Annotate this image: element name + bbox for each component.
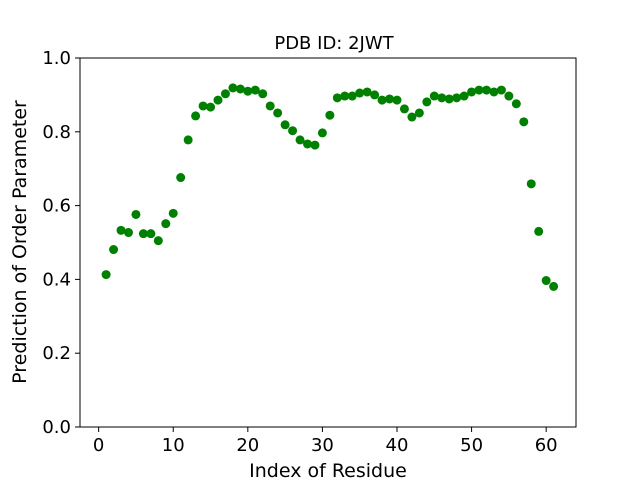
y-axis: 0.0 0.2 0.4 0.6 0.8 1.0 xyxy=(42,48,80,438)
data-point xyxy=(392,95,402,105)
data-point xyxy=(385,94,395,104)
data-point xyxy=(213,95,223,105)
data-point xyxy=(288,126,298,136)
y-tick-label: 0.2 xyxy=(42,343,71,364)
y-tick-label: 0.4 xyxy=(42,269,71,290)
data-point xyxy=(422,97,432,107)
data-point xyxy=(444,94,454,104)
x-tick-label: 20 xyxy=(236,435,259,456)
data-point xyxy=(280,120,290,130)
data-point xyxy=(161,219,171,229)
data-point xyxy=(310,140,320,150)
data-point xyxy=(474,85,484,95)
x-tick-label: 10 xyxy=(162,435,185,456)
y-tick-label: 0.8 xyxy=(42,122,71,143)
data-point xyxy=(355,88,365,98)
data-point xyxy=(541,276,551,286)
data-point xyxy=(220,89,230,99)
data-point xyxy=(489,87,499,97)
x-tick-label: 30 xyxy=(311,435,334,456)
data-point xyxy=(481,85,491,95)
x-tick-label: 50 xyxy=(460,435,483,456)
data-point xyxy=(243,86,253,96)
x-tick-label: 40 xyxy=(386,435,409,456)
data-point xyxy=(504,91,514,101)
data-point xyxy=(206,102,216,112)
data-point xyxy=(109,245,119,255)
data-point xyxy=(153,236,163,246)
x-axis-label: Index of Residue xyxy=(249,460,407,480)
data-point xyxy=(496,85,506,95)
data-point xyxy=(146,229,156,239)
data-point xyxy=(452,93,462,103)
y-tick-label: 0.0 xyxy=(42,417,71,438)
y-tick-label: 0.6 xyxy=(42,196,71,217)
data-point xyxy=(534,226,544,236)
data-point xyxy=(295,135,305,145)
x-tick-label: 60 xyxy=(535,435,558,456)
data-point xyxy=(429,91,439,101)
data-point xyxy=(123,228,133,238)
data-point xyxy=(317,128,327,138)
data-point xyxy=(377,95,387,105)
data-point xyxy=(176,173,186,183)
chart-title: PDB ID: 2JWT xyxy=(274,33,394,54)
data-point xyxy=(399,104,409,114)
data-point xyxy=(258,89,268,99)
data-point xyxy=(370,90,380,100)
x-tick-label: 0 xyxy=(93,435,104,456)
plot-area xyxy=(79,57,577,428)
data-point xyxy=(437,93,447,103)
data-point xyxy=(273,108,283,118)
data-point xyxy=(467,87,477,97)
data-point xyxy=(183,135,193,145)
data-point xyxy=(198,101,208,111)
data-point xyxy=(511,99,521,109)
data-point xyxy=(250,85,260,95)
data-point xyxy=(235,84,245,94)
data-point xyxy=(459,91,469,101)
y-tick-label: 1.0 xyxy=(42,48,71,69)
data-point xyxy=(519,117,529,127)
plot-frame xyxy=(79,57,577,428)
data-point xyxy=(131,209,141,219)
data-point xyxy=(168,208,178,218)
data-point xyxy=(138,229,148,239)
data-point xyxy=(340,91,350,101)
data-point xyxy=(526,179,536,189)
x-axis: 0 10 20 30 40 50 60 xyxy=(93,427,558,456)
data-point xyxy=(407,112,417,122)
data-points xyxy=(101,83,559,291)
data-point xyxy=(549,281,559,291)
data-point xyxy=(332,93,342,103)
data-point xyxy=(362,87,372,97)
data-point xyxy=(116,225,126,235)
data-point xyxy=(302,139,312,149)
data-point xyxy=(325,110,335,120)
data-point xyxy=(347,91,357,101)
y-axis-label: Prediction of Order Parameter xyxy=(9,100,31,384)
data-point xyxy=(191,111,201,121)
data-point xyxy=(265,101,275,111)
data-point xyxy=(101,270,111,280)
data-point xyxy=(414,108,424,118)
data-point xyxy=(228,83,238,93)
